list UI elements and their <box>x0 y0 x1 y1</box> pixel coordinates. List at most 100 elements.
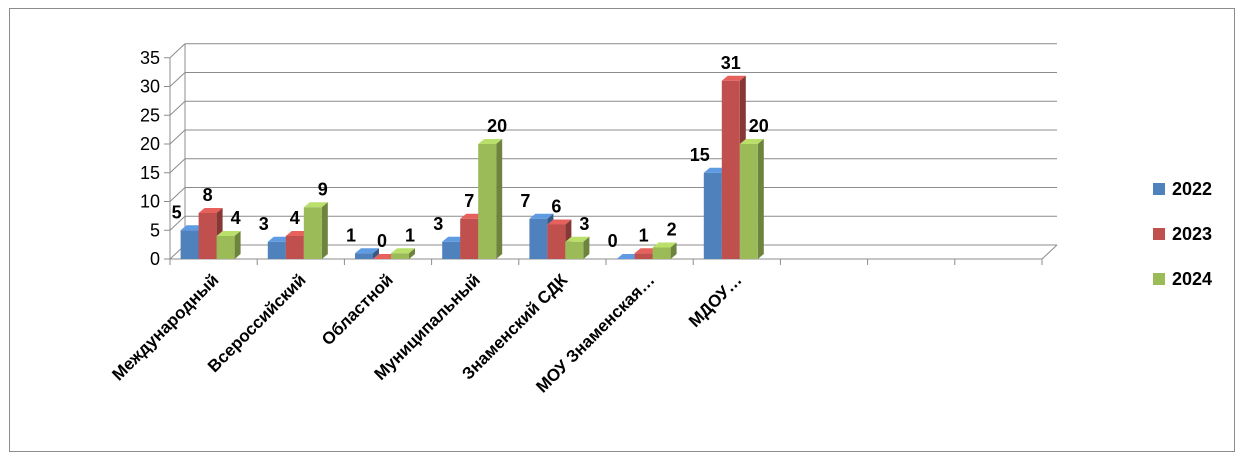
data-label: 15 <box>690 145 710 165</box>
bar-top <box>547 219 572 225</box>
legend-item-2023: 2023 <box>1153 224 1212 244</box>
bar-top <box>739 139 764 144</box>
bar-front <box>267 241 286 259</box>
gridline-diag <box>169 100 186 116</box>
bar-top <box>216 231 241 236</box>
bar-2024-1 <box>303 202 328 259</box>
legend-swatch <box>1153 228 1165 240</box>
bar-side <box>583 236 590 259</box>
data-label: 4 <box>231 208 241 228</box>
y-tick-label: 35 <box>140 48 160 68</box>
bar-front <box>460 218 479 259</box>
floor-edge <box>1041 244 1058 260</box>
y-tick-label: 20 <box>140 134 160 154</box>
y-tick-label: 5 <box>150 220 160 240</box>
data-label: 7 <box>520 191 530 211</box>
bar-top <box>303 202 328 208</box>
bar-top <box>652 242 677 248</box>
bar-front <box>216 236 235 259</box>
bar-2022-2 <box>355 248 379 259</box>
legend-item-2024: 2024 <box>1153 269 1212 289</box>
data-label: 0 <box>608 231 618 251</box>
data-label: 20 <box>487 116 507 136</box>
legend-swatch <box>1153 273 1165 285</box>
bar-side <box>757 139 764 259</box>
bar-front <box>198 213 217 259</box>
data-label: 1 <box>405 225 415 245</box>
bar-top <box>478 139 503 144</box>
y-tick-label: 10 <box>140 192 160 212</box>
data-label: 5 <box>172 202 182 222</box>
gridline-diag <box>169 43 186 59</box>
bar-front <box>703 172 722 259</box>
bar-front <box>721 80 740 259</box>
legend-item-2022: 2022 <box>1153 179 1212 199</box>
bar-front <box>547 224 566 259</box>
data-label: 4 <box>290 208 300 228</box>
bar-front <box>303 207 322 259</box>
gridline-diag <box>169 158 186 174</box>
bar-2024-3 <box>478 139 503 259</box>
data-label: 7 <box>464 191 474 211</box>
y-tick-label: 25 <box>140 105 160 125</box>
bar-side <box>409 248 415 259</box>
legend-swatch <box>1153 183 1165 195</box>
bar-front <box>180 230 199 259</box>
bar-front <box>652 247 671 259</box>
bar-2024-5 <box>652 242 677 259</box>
bar-top <box>198 208 223 213</box>
data-label: 3 <box>579 214 589 234</box>
bar-side <box>670 242 677 259</box>
bar-front <box>529 218 548 259</box>
bar-front <box>565 241 584 259</box>
y-tick-label: 30 <box>140 77 160 97</box>
bar-top <box>565 236 590 242</box>
bar-top <box>391 248 415 254</box>
bar-front <box>634 253 653 259</box>
bar-side <box>373 248 379 259</box>
bar-front <box>285 236 304 259</box>
bar-top <box>355 248 379 254</box>
y-tick-label: 0 <box>150 249 160 269</box>
data-label: 8 <box>203 185 213 205</box>
legend-label: 2023 <box>1172 224 1212 244</box>
data-label: 3 <box>259 214 269 234</box>
bar-side <box>321 202 328 259</box>
data-label: 31 <box>721 53 741 73</box>
bar-top <box>529 213 554 219</box>
gridline-diag <box>169 72 186 87</box>
data-label: 2 <box>667 220 677 240</box>
data-label: 6 <box>551 197 561 217</box>
bar-2024-0 <box>216 231 241 259</box>
data-label: 1 <box>639 225 649 245</box>
bar-top <box>721 75 746 81</box>
data-label: 20 <box>749 116 769 136</box>
data-label: 1 <box>346 225 356 245</box>
data-label: 3 <box>433 214 443 234</box>
bar-2024-2 <box>391 248 415 259</box>
data-label: 9 <box>318 179 328 199</box>
y-axis-ticks: 0 5 10 15 20 25 30 35 <box>140 48 160 269</box>
bar-front <box>739 144 758 259</box>
category-label: МДОУ… <box>685 270 746 331</box>
bar-side <box>496 139 503 259</box>
bar-front <box>442 241 461 259</box>
bar-side <box>234 231 241 259</box>
data-label: 0 <box>377 231 387 251</box>
gridline-diag <box>169 129 186 145</box>
category-label: Международный <box>108 270 222 384</box>
bars <box>180 75 764 259</box>
gridline-diag <box>169 215 186 231</box>
legend: 2022 2023 2024 <box>1153 179 1212 289</box>
bar-front <box>391 253 409 259</box>
bar-2024-6 <box>739 139 764 259</box>
bar-front <box>478 144 497 259</box>
legend-label: 2024 <box>1172 269 1212 289</box>
bar-2024-4 <box>565 236 590 259</box>
gridline-diag <box>169 187 186 202</box>
bar-front <box>355 253 373 259</box>
legend-label: 2022 <box>1172 179 1212 199</box>
